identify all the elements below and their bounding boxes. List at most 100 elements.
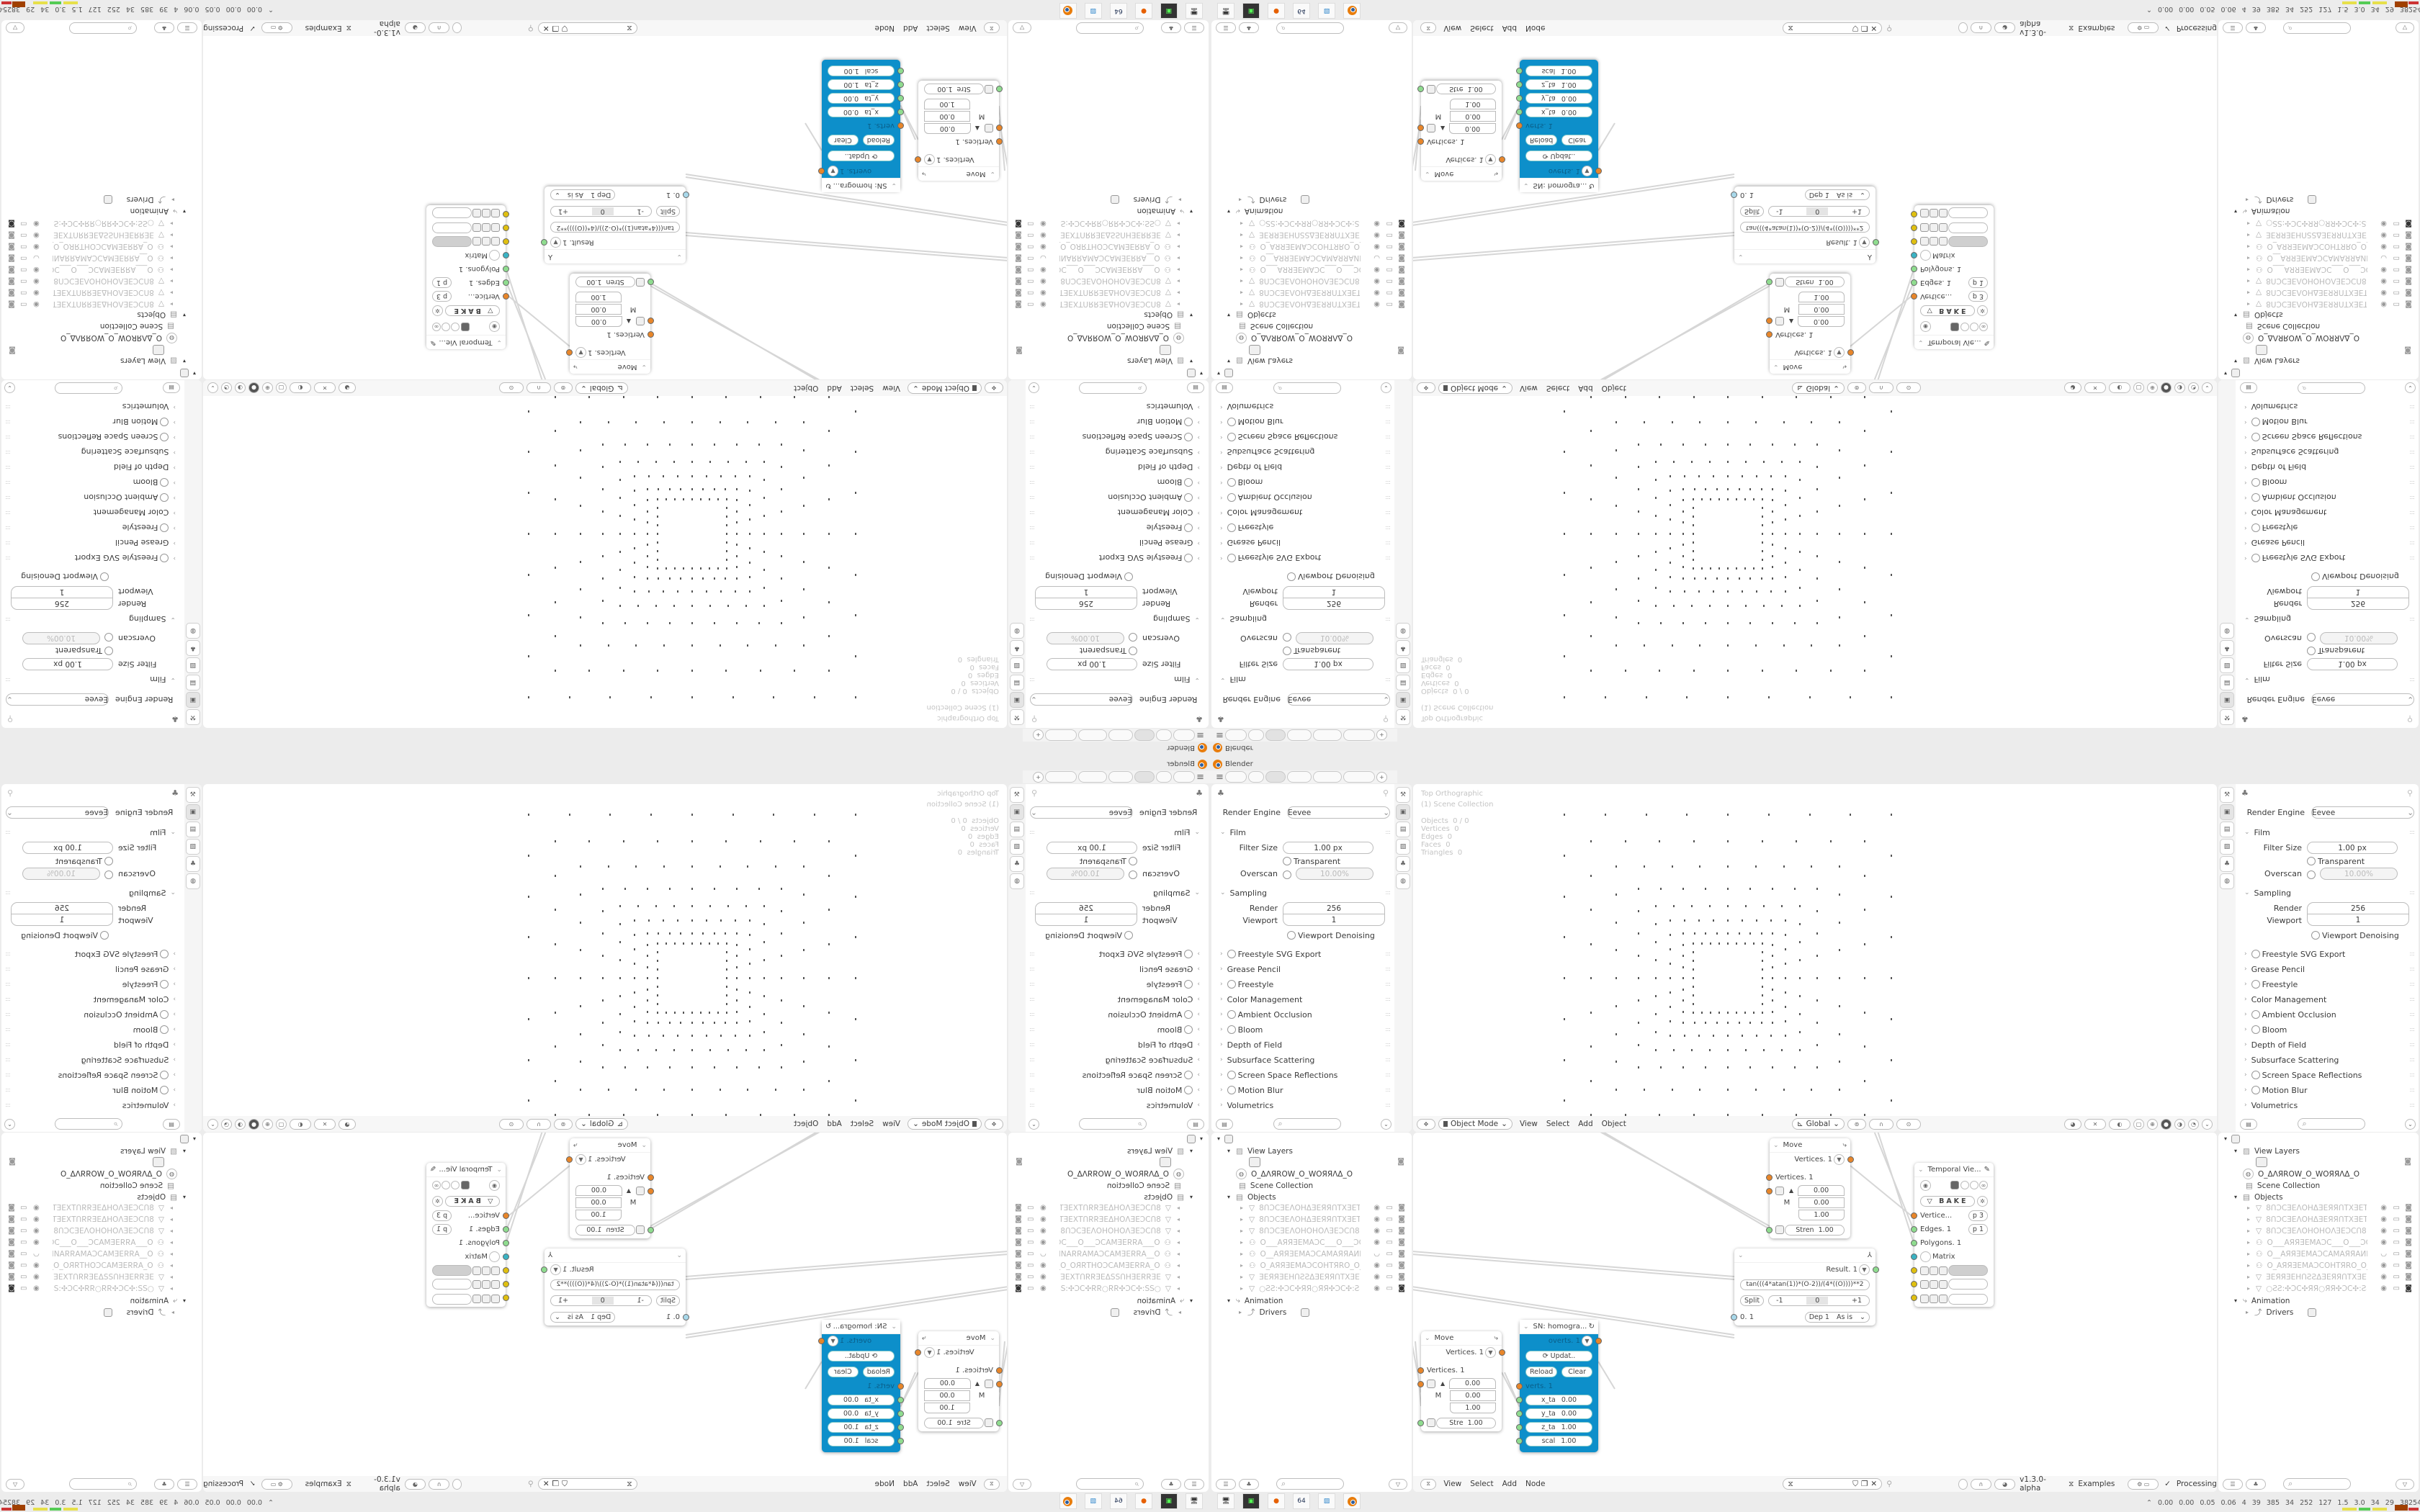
drag-grip-icon[interactable]: :::: [1385,540,1390,546]
properties-section-grease-pencil[interactable]: › Grease Pencil [115,537,176,549]
properties-search-input[interactable]: ⌕ [2297,382,2365,394]
view-layer-tab-icon[interactable]: ▨ [2220,839,2234,855]
firefox-icon[interactable]: ● [1135,1493,1152,1509]
world-tab-icon[interactable]: ◍ [2220,873,2234,889]
properties-section-freestyle[interactable]: › Freestyle [122,978,176,990]
outliner-search-input[interactable]: ⌕ [2283,1478,2351,1490]
scene-tab-icon[interactable]: ♣ [2220,640,2234,656]
drag-grip-icon[interactable]: :::: [2409,1102,2415,1108]
workspace-tab-active[interactable] [1265,729,1286,741]
properties-section-volumetrics[interactable]: › Volumetrics [1220,1099,1273,1111]
outliner-object-row[interactable]: ▸⚇O__AЯЯƎEMAϽCAMAЯЯAИNAՈ__O_◡▭◙ [1,1248,202,1259]
update-button[interactable]: ⟳ Updat.. [1525,150,1592,162]
outliner-search-input[interactable]: ⌕ [1276,1478,1344,1490]
link-icon[interactable]: ∞ [432,323,441,331]
decrement-button[interactable]: -1 [637,207,644,216]
vector-x-field[interactable]: 0.00 [575,1185,622,1196]
monitor-icon[interactable]: ▭ [1027,1273,1034,1281]
strength-value[interactable]: 1.00 [1467,85,1483,94]
outliner-object-row[interactable]: ▸⚇O___AЯЯƎEMAϽC___O___ϽCAMƎE◉▭◙ [1008,264,1209,275]
vector-y-field[interactable]: 0.00 [575,1197,622,1208]
eye-icon[interactable]: ◉ [2380,300,2387,308]
render-camera-icon[interactable]: ◙ [1398,289,1405,297]
render-camera-icon[interactable]: ◙ [1398,243,1405,251]
properties-section-subsurface-scattering[interactable]: › Subsurface Scattering [81,1054,176,1066]
input-socket[interactable] [647,318,654,324]
outliner-object-row[interactable]: ▸⚇O_AЯЯƎEMAϽCOHTЯRO_O_OЯЯTHC◉▭◙ [1008,1260,1209,1271]
properties-section-grease-pencil[interactable]: › Grease Pencil [1139,963,1200,975]
outliner-drivers[interactable]: ▸ ⤴ Drivers [2218,194,2419,205]
bake-button[interactable]: ▽ BAKE [445,305,500,317]
dimension-value[interactable]: 0 [1806,207,1829,216]
gizmo-icon[interactable]: ✕ [314,382,336,394]
input-socket[interactable] [647,279,654,285]
vector-x-field[interactable]: 0.00 [924,123,971,134]
eye-icon[interactable]: ◉ [1040,289,1047,297]
color-socket[interactable] [1911,225,1917,231]
render-camera-icon[interactable]: ◙ [1398,254,1405,262]
properties-section-screen-space-reflections[interactable]: › Screen Space Reflections [2244,1069,2362,1081]
render-camera-icon[interactable]: ◙ [1398,1238,1405,1246]
dropdown-icon[interactable]: ▼ [1485,1347,1496,1358]
outliner-scene-collection[interactable]: ▤ Scene Collection [2218,321,2419,332]
rendered-shading-icon[interactable]: ◔ [2188,382,2199,394]
input-socket[interactable] [897,109,904,115]
monitor-icon[interactable]: ▭ [20,1204,27,1212]
monitor-icon[interactable]: ▭ [20,1273,27,1281]
outliner-objects[interactable]: ▾ ▤ Objects [2218,310,2419,320]
outliner-object-row[interactable]: ▸▽8ՈϽCƎΕΛOHΔƎEЯЯՈTXƎETOTƎEXT◉▭◙ [1,1202,202,1213]
properties-section-freestyle-svg-export[interactable]: › Freestyle SVG Export [2244,552,2345,564]
material-shading-icon[interactable]: ◑ [235,1118,246,1130]
overlay-toggle-icon[interactable] [1958,1478,1968,1490]
overlay-toggle-icon[interactable] [452,22,462,34]
checkbox-icon[interactable] [2251,418,2260,426]
input-socket[interactable] [1911,293,1917,300]
monitor-icon[interactable]: ▭ [20,277,27,285]
properties-section-volumetrics[interactable]: › Volumetrics [122,401,176,413]
rendered-shading-icon[interactable]: ◔ [221,382,232,394]
outliner-search-input[interactable]: ⌕ [2283,22,2351,34]
workspace-tab[interactable] [1224,729,1247,741]
properties-section-subsurface-scattering[interactable]: › Subsurface Scattering [1220,446,1314,458]
outliner-world[interactable]: ◍ O_ΔΛЯROW_O_WOЯЯΛΔ_O [1211,333,1412,343]
eye-icon[interactable]: ◉ [1040,1215,1047,1223]
input-socket[interactable] [1417,125,1424,131]
input-socket[interactable] [503,1226,509,1233]
film-panel-header[interactable]: ⌄ Film [150,674,176,685]
outliner-object-row[interactable]: ▸ ▽ ○ƧƧ:✣ϽC✣ЯЯ○ЯЯ✣ϽC✣:ƧƧ○ ◉ ▭ ◙ [1,218,202,229]
drag-grip-icon[interactable]: :::: [1030,950,1035,957]
sampling-panel-header[interactable]: ⌄ Sampling [2244,613,2291,625]
node-tree-type-icon[interactable]: ⧖ [983,22,1000,34]
visibility-toggle-icon[interactable]: ◉ [489,321,500,333]
sn-homography-node[interactable]: ⌄ SN: homogra... ↻ overts. 1 ▼ ⟳ Updat.. Rel… [818,1320,904,1452]
checkbox-icon[interactable] [1227,1010,1236,1019]
world-tab-icon[interactable]: ◍ [1010,623,1024,639]
object-mode-dropdown[interactable]: Object Mode ⌄ [1438,1118,1512,1130]
collapse-icon[interactable]: ⌄ [1773,363,1779,371]
vertex-mode-icon[interactable] [451,323,460,331]
properties-section-motion-blur[interactable]: › Motion Blur [2244,416,2308,428]
drag-grip-icon[interactable]: :::: [1030,404,1035,410]
properties-section-subsurface-scattering[interactable]: › Subsurface Scattering [2244,446,2339,458]
outliner-view-layer[interactable]: ◙ [1008,1156,1209,1167]
render-camera-icon[interactable]: ◙ [1015,220,1022,228]
drag-grip-icon[interactable]: :::: [6,829,11,835]
checkbox-icon[interactable] [1184,950,1193,958]
properties-section-screen-space-reflections[interactable]: › Screen Space Reflections [2244,431,2362,443]
monitor-icon[interactable]: ▭ [2393,231,2400,239]
film-panel-header[interactable]: ⌄ Film [1220,827,1246,838]
outliner-root[interactable]: ▾ [2218,1133,2419,1144]
outliner-animation[interactable]: ▾ ⤷ Animation [2218,206,2419,217]
overscan-field[interactable]: 10.00% [22,868,100,880]
render-samples-field[interactable]: 256 [1035,598,1137,610]
drag-grip-icon[interactable]: :::: [1030,464,1035,471]
object-menu[interactable]: Object [1601,384,1626,392]
increment-button[interactable]: +1 [1851,207,1862,216]
eye-icon[interactable]: ◉ [1373,1215,1380,1223]
editor-type-icon[interactable]: ✥ [1417,1118,1435,1130]
add-menu[interactable]: Add [902,1480,918,1488]
vector-y-field[interactable]: 0.00 [575,304,622,315]
render-samples-field[interactable]: 256 [1283,902,1385,914]
display-mode-icon[interactable]: ▤ [163,1118,180,1130]
